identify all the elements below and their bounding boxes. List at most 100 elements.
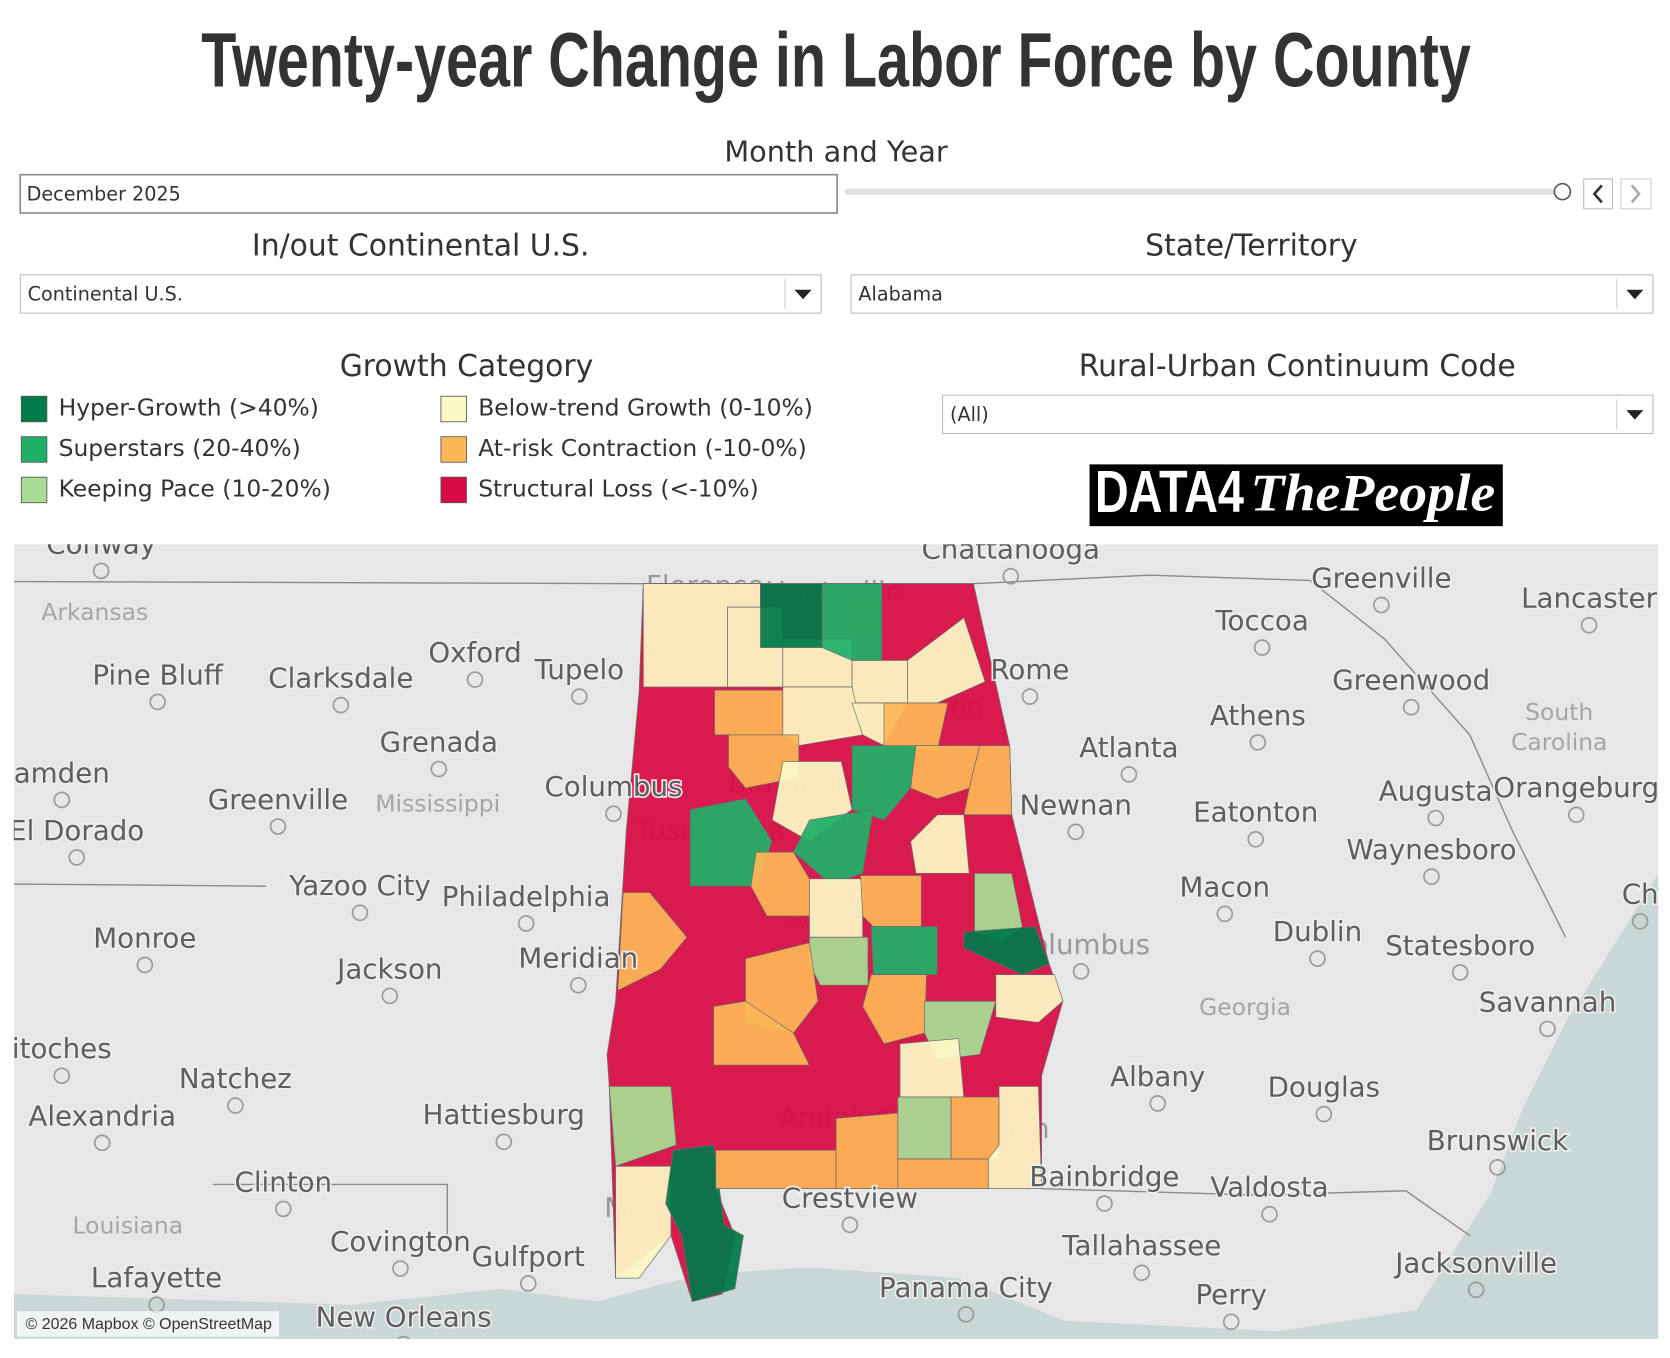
state-label: Carolina <box>1511 728 1607 756</box>
legend-label: Superstars (20-40%) <box>59 434 301 462</box>
county <box>862 974 927 1045</box>
city-dot <box>93 1134 111 1152</box>
counties <box>606 583 1064 1303</box>
date-box[interactable] <box>19 173 838 214</box>
state-label: Georgia <box>1199 993 1291 1021</box>
city-label: Gulfport <box>472 1240 585 1273</box>
title: Twenty-year Change in Labor Force by Cou… <box>201 18 1471 103</box>
legend-swatch <box>440 436 467 463</box>
city-dot <box>392 1260 409 1277</box>
city-label: Orangeburg <box>1493 771 1659 804</box>
city-label: Lancaster <box>1521 582 1657 615</box>
city-dot <box>1067 823 1085 841</box>
city-dot <box>1489 1159 1506 1176</box>
county <box>899 1038 965 1098</box>
legend-swatch <box>440 395 467 423</box>
city-dot <box>517 915 535 932</box>
county <box>963 745 1013 816</box>
city-dot <box>519 1275 537 1292</box>
slider-handle[interactable] <box>1553 182 1572 201</box>
county <box>615 1165 672 1279</box>
next-button[interactable] <box>1620 178 1652 210</box>
county <box>851 659 908 704</box>
prev-button[interactable] <box>1583 178 1614 210</box>
city-label: Columbus <box>544 770 682 803</box>
state-label: Mississippi <box>375 790 500 818</box>
city-dot <box>92 562 110 580</box>
dropdown[interactable] <box>19 274 822 314</box>
legend: Hyper-Growth (>40%) Superstars (20-40%) Ke… <box>20 393 813 504</box>
city-dot <box>53 791 71 809</box>
state-label: South <box>1525 698 1593 726</box>
city-dot <box>351 904 369 922</box>
city-dot <box>1373 596 1390 614</box>
city-dot <box>1423 868 1440 885</box>
county <box>910 745 981 800</box>
dropdown[interactable] <box>942 394 1654 435</box>
county <box>883 702 949 752</box>
county <box>617 892 688 992</box>
city-dot <box>841 1216 859 1234</box>
city-dot <box>1631 913 1649 930</box>
city-dot <box>274 1200 292 1218</box>
water <box>13 873 1659 1339</box>
city-label: Oxford <box>428 636 521 669</box>
city-label: Grenada <box>380 725 498 758</box>
city-dot <box>495 1133 513 1151</box>
county <box>907 617 986 704</box>
city-label: Albany <box>1110 1060 1205 1093</box>
legend-label: Below-trend Growth (0-10%) <box>478 393 813 421</box>
county <box>897 1096 952 1160</box>
dropdown[interactable] <box>850 274 1654 314</box>
city-label: Brunswick <box>1427 1124 1568 1157</box>
city-dot <box>1133 1264 1151 1282</box>
county <box>809 936 869 986</box>
city-label: Bainbridge <box>1029 1160 1179 1193</box>
city-dot <box>1467 1281 1485 1299</box>
city-label: Atlanta <box>1079 731 1178 764</box>
city-dot <box>1002 567 1020 585</box>
city-label: Meridian <box>518 942 638 975</box>
map[interactable]: FlorenceHuntsvilleGadsdenBirminghamTusca… <box>9 527 1659 1351</box>
city-label: Tallahassee <box>1061 1229 1221 1262</box>
legend-swatch <box>20 395 48 423</box>
county <box>809 878 864 938</box>
legend-label: Structural Loss (<-10%) <box>478 474 759 502</box>
county <box>995 974 1064 1023</box>
city-label: Monroe <box>93 921 196 954</box>
city-label: Macon <box>1180 870 1271 903</box>
date-value: December 2025 <box>27 182 181 205</box>
county <box>782 686 864 746</box>
city-dot <box>1253 639 1271 656</box>
legend-swatch <box>20 476 48 504</box>
county <box>950 1096 1000 1160</box>
city-dot <box>1096 1195 1113 1212</box>
city-label: Perry <box>1195 1278 1266 1311</box>
city-label: Philadelphia <box>442 880 611 913</box>
city-label: Crestview <box>782 1181 918 1214</box>
city-label: Chattanooga <box>921 533 1099 566</box>
city-dot <box>1427 809 1444 827</box>
city-dot <box>1261 1205 1278 1223</box>
city-label: Natchez <box>179 1062 292 1095</box>
city-dot <box>332 696 350 714</box>
city-dot <box>381 987 399 1005</box>
dropdown-value: Continental U.S. <box>28 283 183 306</box>
city-label: Athens <box>1210 699 1306 732</box>
city-label: Toccoa <box>1214 604 1308 637</box>
filter-label: State/Territory <box>1145 229 1358 264</box>
city-label: Alexandria <box>28 1099 176 1132</box>
dropdown-value: Alabama <box>858 283 942 306</box>
city-dot <box>571 688 588 705</box>
city-dot <box>1580 616 1598 634</box>
county <box>713 1000 811 1066</box>
city-dot <box>1315 1105 1333 1123</box>
city-label: Hattiesburg <box>423 1098 585 1131</box>
city-dot <box>1072 963 1090 980</box>
legend-label: At-risk Contraction (-10-0%) <box>478 434 807 462</box>
attribution: © 2026 Mapbox © OpenStreetMap <box>26 1316 272 1333</box>
city-dot <box>957 1306 975 1323</box>
city-label: Conway <box>46 527 156 560</box>
city-label: Augusta <box>1379 774 1493 807</box>
city-label: itoches <box>12 1032 112 1065</box>
